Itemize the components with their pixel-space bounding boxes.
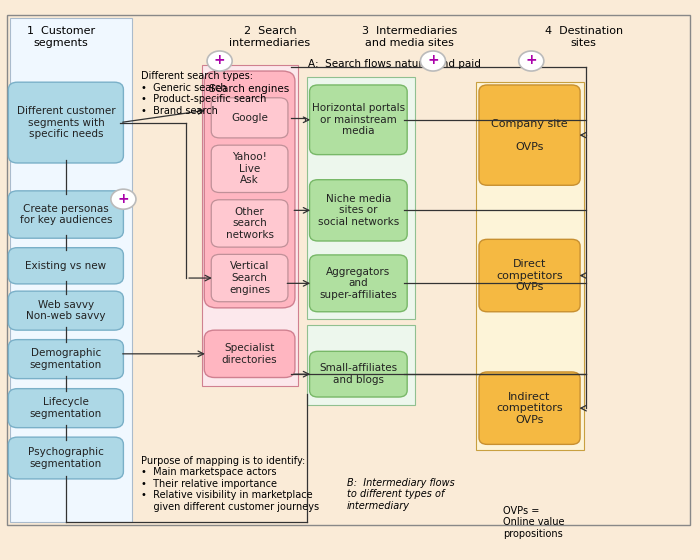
FancyBboxPatch shape	[8, 191, 123, 238]
FancyBboxPatch shape	[479, 239, 580, 312]
Text: Search engines: Search engines	[209, 84, 290, 94]
Text: +: +	[427, 53, 439, 67]
FancyBboxPatch shape	[309, 85, 407, 155]
FancyBboxPatch shape	[8, 248, 123, 284]
Text: 2  Search
intermediaries: 2 Search intermediaries	[230, 26, 310, 48]
FancyBboxPatch shape	[8, 389, 123, 428]
FancyBboxPatch shape	[309, 180, 407, 241]
Text: Small-affiliates
and blogs: Small-affiliates and blogs	[319, 363, 398, 385]
Text: Demographic
segmentation: Demographic segmentation	[30, 348, 102, 370]
Circle shape	[519, 51, 544, 71]
Text: Specialist
directories: Specialist directories	[222, 343, 277, 365]
Text: 3  Intermediaries
and media sites: 3 Intermediaries and media sites	[362, 26, 457, 48]
Text: Google: Google	[231, 113, 268, 123]
Text: Other
search
networks: Other search networks	[225, 207, 274, 240]
Text: OVPs =
Online value
propositions: OVPs = Online value propositions	[503, 506, 565, 539]
Bar	[10, 18, 132, 522]
Text: +: +	[118, 192, 130, 206]
FancyBboxPatch shape	[211, 98, 288, 138]
Text: Horizontal portals
or mainstream
media: Horizontal portals or mainstream media	[312, 103, 405, 137]
Text: Create personas
for key audiences: Create personas for key audiences	[20, 204, 112, 225]
Text: B:  Intermediary flows
to different types of
intermediary: B: Intermediary flows to different types…	[346, 478, 454, 511]
FancyBboxPatch shape	[211, 145, 288, 193]
Text: A:  Search flows natural and paid: A: Search flows natural and paid	[308, 59, 481, 69]
Text: Yahoo!
Live
Ask: Yahoo! Live Ask	[232, 152, 267, 185]
Text: 1  Customer
segments: 1 Customer segments	[27, 26, 94, 48]
Text: Company site

OVPs: Company site OVPs	[491, 119, 568, 152]
Text: Psychographic
segmentation: Psychographic segmentation	[28, 447, 104, 469]
FancyBboxPatch shape	[479, 372, 580, 445]
Bar	[202, 66, 298, 386]
FancyBboxPatch shape	[211, 200, 288, 247]
FancyBboxPatch shape	[8, 291, 123, 330]
Bar	[475, 82, 584, 450]
FancyBboxPatch shape	[309, 255, 407, 312]
Text: +: +	[526, 53, 537, 67]
FancyBboxPatch shape	[8, 82, 123, 163]
Text: Web savvy
Non-web savvy: Web savvy Non-web savvy	[26, 300, 106, 321]
Text: Niche media
sites or
social networks: Niche media sites or social networks	[318, 194, 399, 227]
Text: Existing vs new: Existing vs new	[25, 261, 106, 271]
Text: Aggregators
and
super-affiliates: Aggregators and super-affiliates	[319, 267, 398, 300]
Text: Indirect
competitors
OVPs: Indirect competitors OVPs	[496, 391, 563, 425]
Bar	[307, 325, 415, 405]
FancyBboxPatch shape	[8, 339, 123, 379]
FancyBboxPatch shape	[479, 85, 580, 185]
Text: Direct
competitors
OVPs: Direct competitors OVPs	[496, 259, 563, 292]
Text: Different customer
segments with
specific needs: Different customer segments with specifi…	[17, 106, 116, 139]
FancyBboxPatch shape	[204, 330, 295, 377]
Bar	[307, 77, 415, 319]
Text: +: +	[214, 53, 225, 67]
Text: Purpose of mapping is to identify:
•  Main marketspace actors
•  Their relative : Purpose of mapping is to identify: • Mai…	[141, 455, 319, 512]
FancyBboxPatch shape	[8, 437, 123, 479]
FancyBboxPatch shape	[204, 71, 295, 308]
Circle shape	[421, 51, 445, 71]
FancyBboxPatch shape	[211, 254, 288, 302]
Text: Lifecycle
segmentation: Lifecycle segmentation	[30, 398, 102, 419]
FancyBboxPatch shape	[309, 351, 407, 397]
Circle shape	[207, 51, 232, 71]
Text: 4  Destination
sites: 4 Destination sites	[545, 26, 622, 48]
Text: Different search types:
•  Generic search
•  Product-specific search
•  Brand se: Different search types: • Generic search…	[141, 71, 266, 116]
Text: Vertical
Search
engines: Vertical Search engines	[229, 262, 270, 295]
Circle shape	[111, 189, 136, 209]
